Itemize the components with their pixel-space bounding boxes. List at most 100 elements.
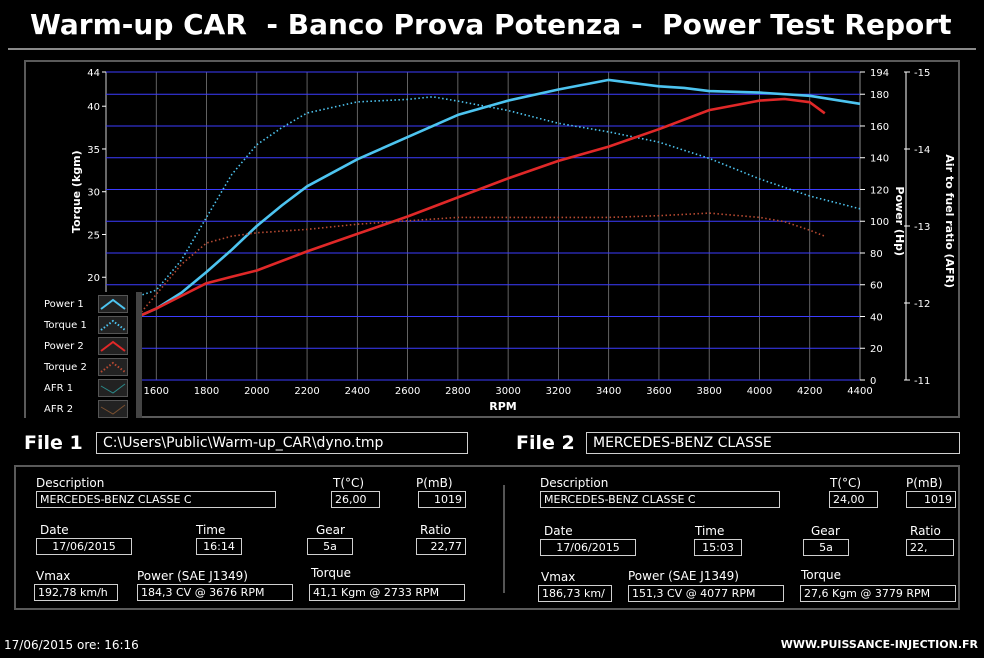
x-tick-label: 4000 (747, 386, 772, 397)
afr-axis-title: Air to fuel ratio (AFR) (943, 154, 956, 288)
dyno-chart: 1600 1800 2000 2200 2400 2600 2800 3000 3200 3400… (24, 60, 960, 418)
file1-path-field[interactable]: C:\Users\Public\Warm-up_CAR\dyno.tmp (96, 432, 468, 454)
afr-tick-label: -11 (914, 376, 930, 387)
torque-tick-label: 30 (87, 188, 100, 199)
run1-torque-label: Torque (311, 566, 351, 580)
legend-item-torque1[interactable]: Torque 1 (26, 315, 142, 335)
x-tick-label: 4400 (847, 386, 872, 397)
footer-website[interactable]: WWW.PUISSANCE-INJECTION.FR (780, 638, 978, 651)
run1-gear-field[interactable]: 5a (307, 538, 353, 555)
legend-item-afr2[interactable]: AFR 2 (26, 399, 142, 419)
run1-vmax-field[interactable]: 192,78 km/h (34, 584, 118, 601)
x-tick-label: 2800 (445, 386, 470, 397)
x-tick-label: 3600 (646, 386, 671, 397)
report-title: Warm-up CAR - Banco Prova Potenza - Powe… (30, 8, 952, 41)
run2-vmax-field[interactable]: 186,73 km/ (538, 585, 612, 602)
run2-date-field[interactable]: 17/06/2015 (540, 539, 636, 556)
power-axis-title: Power (Hp) (893, 186, 906, 256)
run1-description-field[interactable]: MERCEDES-BENZ CLASSE C (36, 491, 276, 508)
run2-temp-label: T(°C) (830, 476, 862, 490)
power-tick-label: 60 (870, 281, 883, 292)
run1-gear-label: Gear (316, 523, 345, 537)
run2-gear-label: Gear (811, 524, 840, 538)
chart-legend: Power 1 Torque 1 Power 2 Torque 2 AFR 1 … (26, 292, 142, 418)
dotted-line-blue-icon (98, 316, 128, 334)
run2-time-label: Time (695, 524, 725, 538)
run2-gear-field[interactable]: 5a (803, 539, 849, 556)
run1-temp-label: T(°C) (333, 476, 365, 490)
torque-tick-label: 25 (87, 230, 100, 241)
run1-power-label: Power (SAE J1349) (137, 569, 248, 583)
run1-description-label: Description (36, 476, 105, 490)
run1-date-label: Date (40, 523, 69, 537)
run2-pressure-field[interactable]: 1019 (906, 491, 956, 508)
run2-pressure-label: P(mB) (906, 476, 943, 490)
torque-tick-label: 40 (87, 102, 100, 113)
run-details-panel (14, 465, 960, 610)
legend-item-power1[interactable]: Power 1 (26, 294, 142, 314)
power-tick-label: 80 (870, 249, 883, 260)
file2-label: File 2 (516, 432, 575, 454)
afr-tick-label: -13 (914, 222, 930, 233)
run2-time-field[interactable]: 15:03 (694, 539, 742, 556)
x-tick-label: 2200 (294, 386, 319, 397)
run1-power-field[interactable]: 184,3 CV @ 3676 RPM (137, 584, 293, 601)
run2-description-field[interactable]: MERCEDES-BENZ CLASSE C (540, 491, 780, 508)
run2-ratio-label: Ratio (910, 524, 941, 538)
run2-date-label: Date (544, 524, 573, 538)
legend-scrollbar[interactable] (136, 292, 142, 418)
power-tick-label: 20 (870, 344, 883, 355)
legend-item-torque2[interactable]: Torque 2 (26, 357, 142, 377)
x-tick-label: 1800 (194, 386, 219, 397)
series-power-1 (130, 78, 861, 321)
legend-label: Power 1 (44, 299, 84, 310)
legend-label: Torque 1 (44, 320, 87, 331)
run1-vmax-label: Vmax (36, 569, 71, 583)
run2-ratio-field[interactable]: 22, (906, 539, 954, 556)
x-tick-label: 3200 (546, 386, 571, 397)
run1-pressure-field[interactable]: 1019 (418, 491, 466, 508)
solid-line-blue-icon (98, 295, 128, 313)
chart-svg: 1600 1800 2000 2200 2400 2600 2800 3000 3200 3400… (70, 68, 956, 413)
power-tick-label: 140 (870, 154, 889, 165)
legend-item-afr1[interactable]: AFR 1 (26, 378, 142, 398)
line-teal-icon (98, 379, 128, 397)
series-torque-2 (130, 212, 826, 325)
x-tick-label: 3800 (696, 386, 721, 397)
dotted-line-red-icon (98, 358, 128, 376)
line-brown-icon (98, 400, 128, 418)
x-tick-label: 2600 (395, 386, 420, 397)
title-divider (8, 48, 976, 50)
run2-vmax-label: Vmax (541, 570, 576, 584)
run1-ratio-label: Ratio (420, 523, 451, 537)
x-axis-title: RPM (489, 400, 516, 413)
run2-torque-label: Torque (801, 568, 841, 582)
file1-label: File 1 (24, 432, 83, 454)
x-tick-label: 1600 (144, 386, 169, 397)
torque-tick-label: 35 (87, 145, 100, 156)
afr-tick-label: -15 (914, 68, 930, 79)
run2-torque-field[interactable]: 27,6 Kgm @ 3779 RPM (800, 585, 956, 602)
legend-item-power2[interactable]: Power 2 (26, 336, 142, 356)
footer-datetime: 17/06/2015 ore: 16:16 (4, 638, 139, 652)
power-tick-label: 120 (870, 185, 889, 196)
series-power-2 (130, 97, 826, 321)
run1-temp-field[interactable]: 26,00 (331, 491, 380, 508)
afr-tick-label: -12 (914, 299, 930, 310)
run1-ratio-field[interactable]: 22,77 (416, 538, 466, 555)
run2-power-field[interactable]: 151,3 CV @ 4077 RPM (628, 585, 784, 602)
run1-date-field[interactable]: 17/06/2015 (36, 538, 132, 555)
x-tick-label: 2400 (345, 386, 370, 397)
power-tick-label: 180 (870, 90, 889, 101)
power-tick-label: 40 (870, 312, 883, 323)
power-tick-label: 100 (870, 217, 889, 228)
solid-line-red-icon (98, 337, 128, 355)
legend-label: AFR 2 (44, 404, 74, 415)
run1-time-field[interactable]: 16:14 (196, 538, 242, 555)
run1-torque-field[interactable]: 41,1 Kgm @ 2733 RPM (309, 584, 465, 601)
file2-path-field[interactable]: MERCEDES-BENZ CLASSE (586, 432, 960, 454)
run1-time-label: Time (196, 523, 226, 537)
run2-temp-field[interactable]: 24,00 (829, 491, 878, 508)
power-tick-label: 194 (870, 68, 889, 79)
power-tick-label: 0 (870, 376, 876, 387)
